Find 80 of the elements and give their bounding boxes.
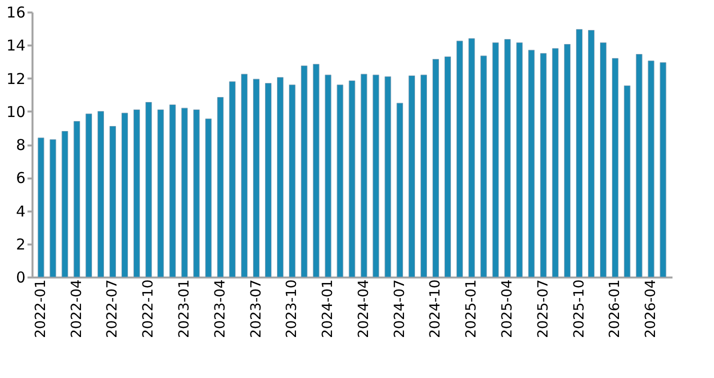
x-tick-label: 2022-04 [68,279,85,338]
bar [480,56,487,278]
x-tick-label: 2023-04 [212,279,228,338]
bar [552,48,559,278]
bar [360,74,368,278]
bar [74,121,80,278]
bar [205,118,212,278]
bar [229,81,236,278]
bar [516,42,523,278]
x-tick-label: 2023-01 [176,280,193,338]
x-tick-label: 2025-10 [571,280,588,338]
bar [624,85,630,278]
bar [540,53,547,278]
y-tick-label: 6 [16,169,26,188]
bar [348,80,356,278]
x-tick-label: 2022-07 [104,280,121,338]
bar [432,58,439,278]
x-tick-label: 2025-04 [500,279,516,338]
bar [456,40,463,278]
x-tick-label: 2024-10 [428,280,444,338]
bar [372,74,380,278]
bar [324,74,332,278]
bar [396,102,404,278]
y-tick-label: 2 [16,235,26,254]
bar [241,74,248,278]
bar [612,58,618,278]
bar [468,38,475,278]
y-tick-label: 16 [6,4,26,22]
bar [420,74,427,278]
x-tick-label: 2022-01 [32,280,49,338]
y-tick-label: 0 [16,268,26,286]
y-tick-label: 12 [6,70,26,88]
bar [181,108,188,278]
bar [50,139,56,278]
x-tick-label: 2023-07 [248,280,264,338]
bar [492,42,499,278]
x-tick-label: 2024-01 [320,280,336,338]
bar [86,114,92,278]
bar [122,112,128,278]
bar [288,84,296,278]
bar [265,82,272,278]
y-tick-label: 8 [16,136,26,154]
x-tick-label: 2026-01 [607,280,624,338]
x-tick-label: 2023-10 [284,280,300,338]
bar [145,102,152,278]
bar [217,97,224,278]
bar [660,62,666,278]
bar [312,64,320,278]
bar [504,39,511,278]
y-tick-label: 14 [6,36,26,55]
bar [98,111,104,278]
bar [564,44,571,278]
bar [157,109,164,278]
bar [600,42,606,278]
bar [636,54,642,278]
x-tick-label: 2024-04 [356,279,372,338]
bar [169,104,176,278]
bar [648,60,654,278]
x-tick-label: 2022-10 [140,280,157,338]
bar [62,131,68,278]
bar [336,84,344,278]
x-tick-label: 2026-04 [643,279,660,338]
bar [133,109,140,278]
bar [110,126,116,278]
bar [38,138,44,278]
y-tick-label: 4 [16,202,26,220]
y-tick-label: 10 [6,102,26,121]
bar [193,109,200,278]
bar [408,76,416,278]
bar [384,76,392,278]
x-tick-label: 2025-01 [464,280,480,338]
x-tick-label: 2024-07 [392,280,408,338]
bar [277,77,284,278]
bar [300,66,308,278]
bar [576,29,582,278]
bar [588,30,594,278]
x-tick-label: 2025-07 [535,280,552,338]
bar [444,56,451,278]
bar [253,78,260,278]
bar [528,50,535,278]
